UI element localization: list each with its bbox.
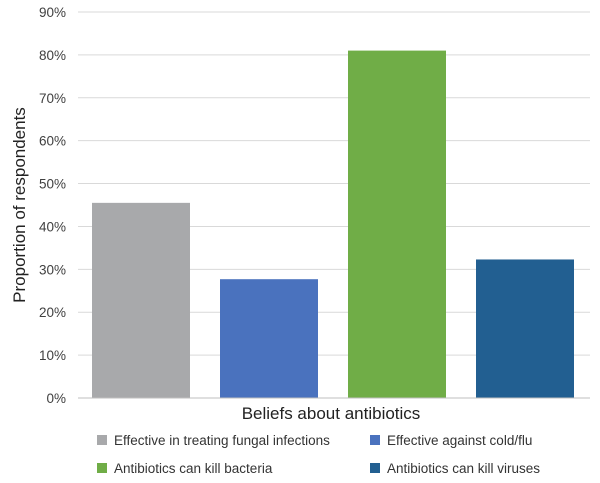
legend-swatch [97, 463, 107, 473]
y-tick-label: 40% [39, 219, 66, 234]
y-tick-label: 60% [39, 134, 66, 149]
bars [92, 50, 574, 398]
bar [92, 202, 190, 398]
bar [476, 259, 574, 398]
legend: Effective in treating fungal infections E… [97, 433, 540, 476]
bar [220, 279, 318, 398]
y-tick-label: 50% [39, 177, 66, 192]
y-tick-label: 80% [39, 48, 66, 63]
y-tick-label: 70% [39, 91, 66, 106]
y-tick-label: 10% [39, 348, 66, 363]
bar [348, 50, 446, 398]
y-axis-ticks: 0% 10% 20% 30% 40% 50% 60% 70% 80% 90% [39, 5, 66, 406]
legend-swatch [370, 463, 380, 473]
legend-label: Antibiotics can kill bacteria [114, 461, 273, 476]
legend-label: Antibiotics can kill viruses [387, 461, 540, 476]
y-tick-label: 30% [39, 262, 66, 277]
y-tick-label: 90% [39, 5, 66, 20]
y-tick-label: 20% [39, 305, 66, 320]
legend-label: Effective in treating fungal infections [114, 433, 330, 448]
y-tick-label: 0% [46, 391, 66, 406]
x-axis-title: Beliefs about antibiotics [242, 404, 421, 423]
legend-label: Effective against cold/flu [387, 433, 532, 448]
legend-swatch [97, 435, 107, 445]
y-axis-title: Proportion of respondents [10, 107, 29, 303]
legend-swatch [370, 435, 380, 445]
